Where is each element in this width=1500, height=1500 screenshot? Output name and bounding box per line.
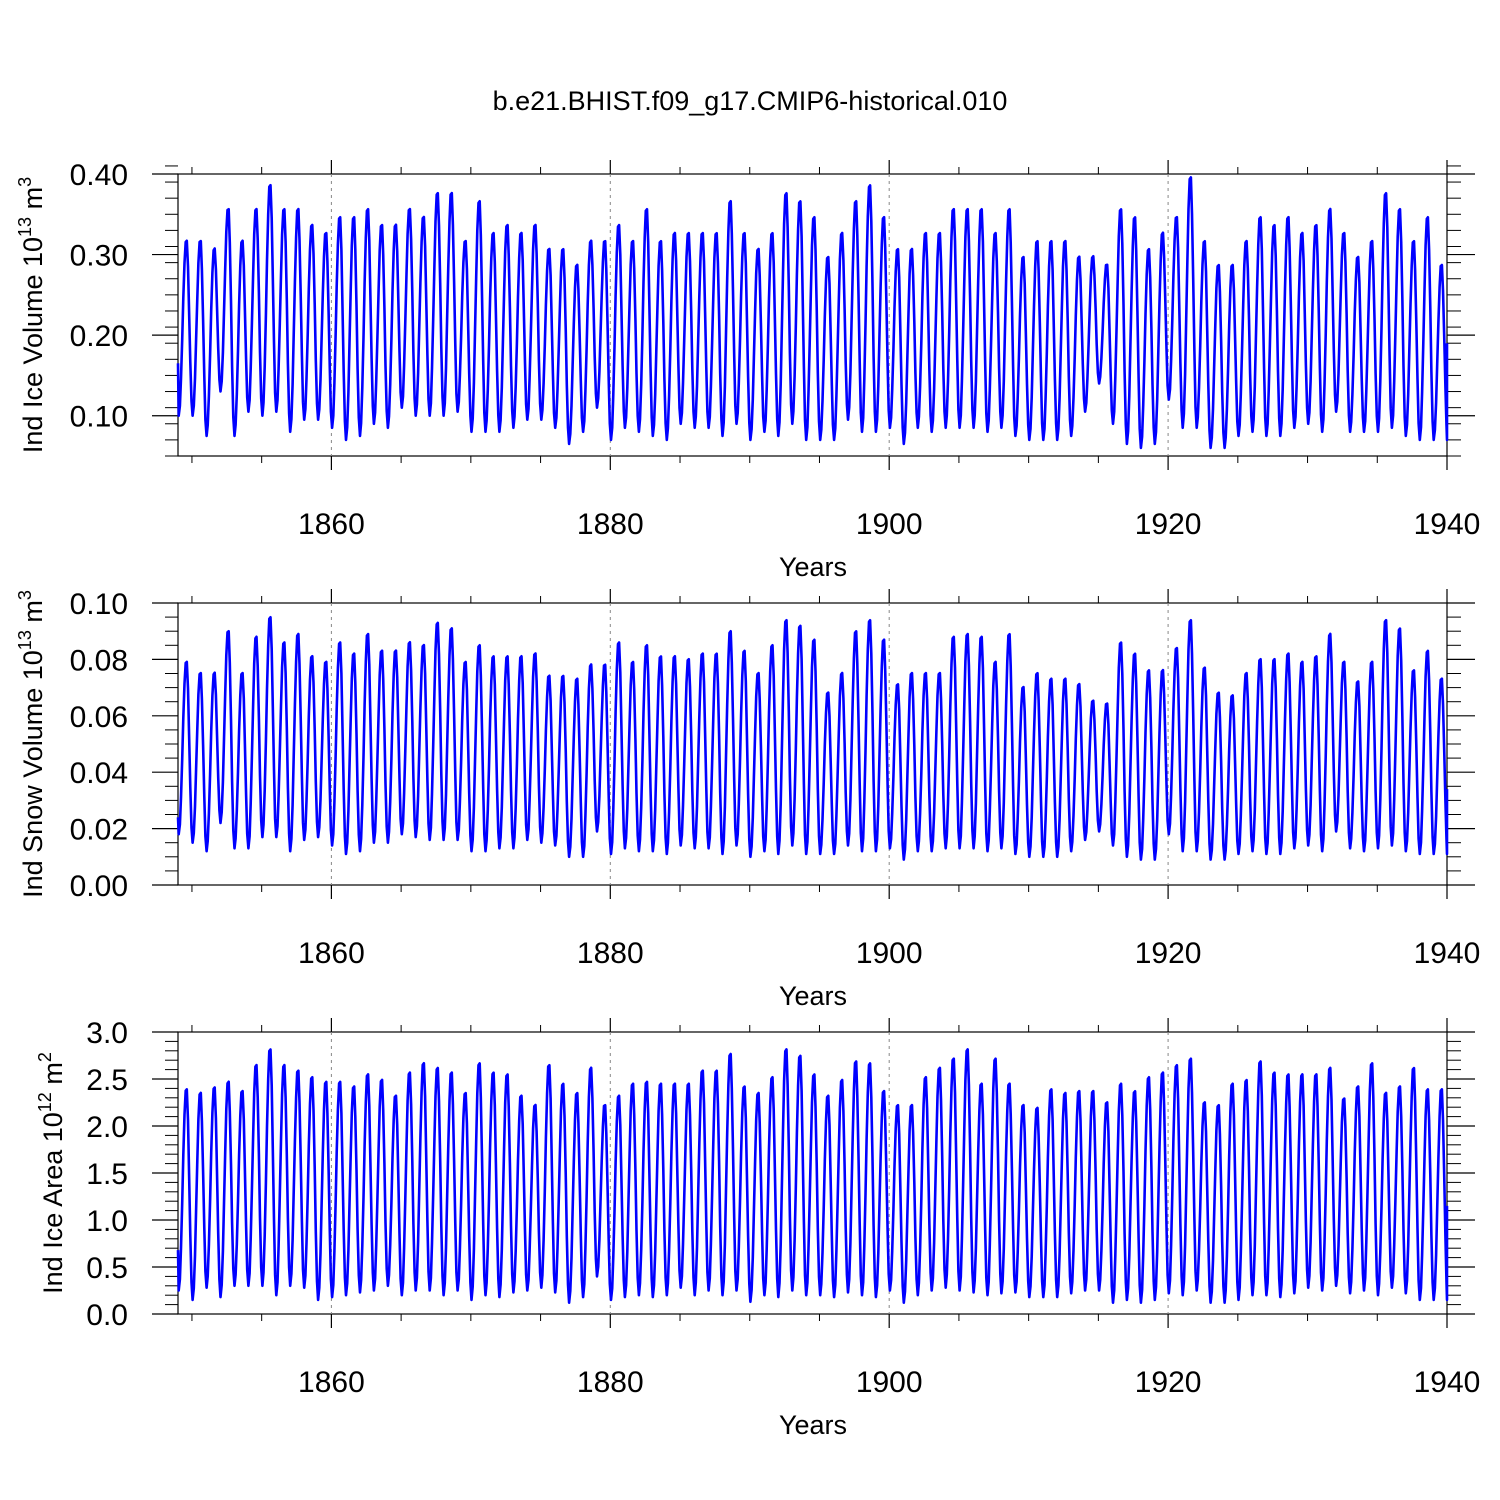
y-axis-label: Ind Snow Volume 1013 m3: [15, 590, 48, 898]
x-tick-label: 1900: [856, 937, 923, 970]
panel-1: 1860 1880 1900 1920 1940 0.10 0.20 0.30 0.40 Year…: [15, 159, 1480, 582]
y-tick-label: 0.00: [70, 870, 128, 903]
x-tick-label: 1920: [1135, 508, 1202, 541]
x-tick-label: 1880: [577, 937, 644, 970]
y-tick-label: 0.02: [70, 814, 128, 847]
y-axis-label: Ind Ice Area 1012 m2: [35, 1052, 68, 1294]
x-tick-label: 1880: [577, 1366, 644, 1399]
y-axis-label-exponent: 13: [15, 217, 35, 237]
y-tick-label: 0.10: [70, 401, 128, 434]
y-axis-label-unit: m: [18, 187, 48, 217]
x-tick-label: 1860: [298, 1366, 365, 1399]
panels: 1860 1880 1900 1920 1940 0.10 0.20 0.30 0.40 Year…: [15, 159, 1480, 1440]
y-tick-label: 0.0: [86, 1299, 128, 1332]
y-tick-label: 0.10: [70, 588, 128, 621]
x-tick-label: 1940: [1414, 937, 1481, 970]
x-tick-label: 1900: [856, 508, 923, 541]
y-tick-label: 1.0: [86, 1205, 128, 1238]
x-tick-label: 1860: [298, 937, 365, 970]
x-tick-label: 1940: [1414, 508, 1481, 541]
series-line: [176, 176, 1449, 450]
x-tick-label: 1880: [577, 508, 644, 541]
y-axis-label-text: Ind Ice Volume 10: [18, 237, 48, 453]
y-tick-label: 0.40: [70, 159, 128, 192]
plot-frame: [177, 173, 1448, 457]
y-tick-label: 0.08: [70, 644, 128, 677]
y-axis-label-exponent: 12: [35, 1092, 55, 1112]
panel-2: 1860 1880 1900 1920 1940 0.00 0.02 0.04 0.06 0.08…: [15, 588, 1480, 1011]
y-axis-label-text: Ind Ice Area 10: [38, 1112, 68, 1294]
y-axis-label-unit-exponent: 3: [15, 177, 35, 187]
x-tick-label: 1920: [1135, 1366, 1202, 1399]
x-tick-label: 1900: [856, 1366, 923, 1399]
series-line: [176, 616, 1449, 861]
x-axis-label: Years: [779, 1410, 847, 1440]
y-tick-label: 2.0: [86, 1111, 128, 1144]
x-axis-label: Years: [779, 981, 847, 1011]
y-tick-label: 0.30: [70, 240, 128, 273]
y-tick-label: 2.5: [86, 1064, 128, 1097]
x-tick-label: 1860: [298, 508, 365, 541]
x-tick-label: 1940: [1414, 1366, 1481, 1399]
y-axis-label-unit-exponent: 2: [35, 1052, 55, 1062]
y-axis-label-unit: m: [38, 1062, 68, 1092]
x-tick-label: 1920: [1135, 937, 1202, 970]
y-axis-label-unit-exponent: 3: [15, 590, 35, 600]
y-tick-label: 0.20: [70, 320, 128, 353]
y-axis-label: Ind Ice Volume 1013 m3: [15, 177, 48, 453]
y-tick-label: 0.5: [86, 1252, 128, 1285]
y-axis-label-text: Ind Snow Volume 10: [18, 650, 48, 898]
y-tick-label: 1.5: [86, 1158, 128, 1191]
y-tick-label: 0.06: [70, 701, 128, 734]
figure-title: b.e21.BHIST.f09_g17.CMIP6-historical.010: [493, 86, 1008, 116]
y-tick-label: 3.0: [86, 1017, 128, 1050]
x-axis-label: Years: [779, 552, 847, 582]
y-axis-label-exponent: 13: [15, 630, 35, 650]
y-tick-label: 0.04: [70, 757, 128, 790]
series-line: [176, 1048, 1449, 1304]
panel-3: 1860 1880 1900 1920 1940 0.0 0.5 1.0 1.5 2.0 2.5 3.…: [35, 1017, 1480, 1440]
y-axis-label-unit: m: [18, 600, 48, 630]
